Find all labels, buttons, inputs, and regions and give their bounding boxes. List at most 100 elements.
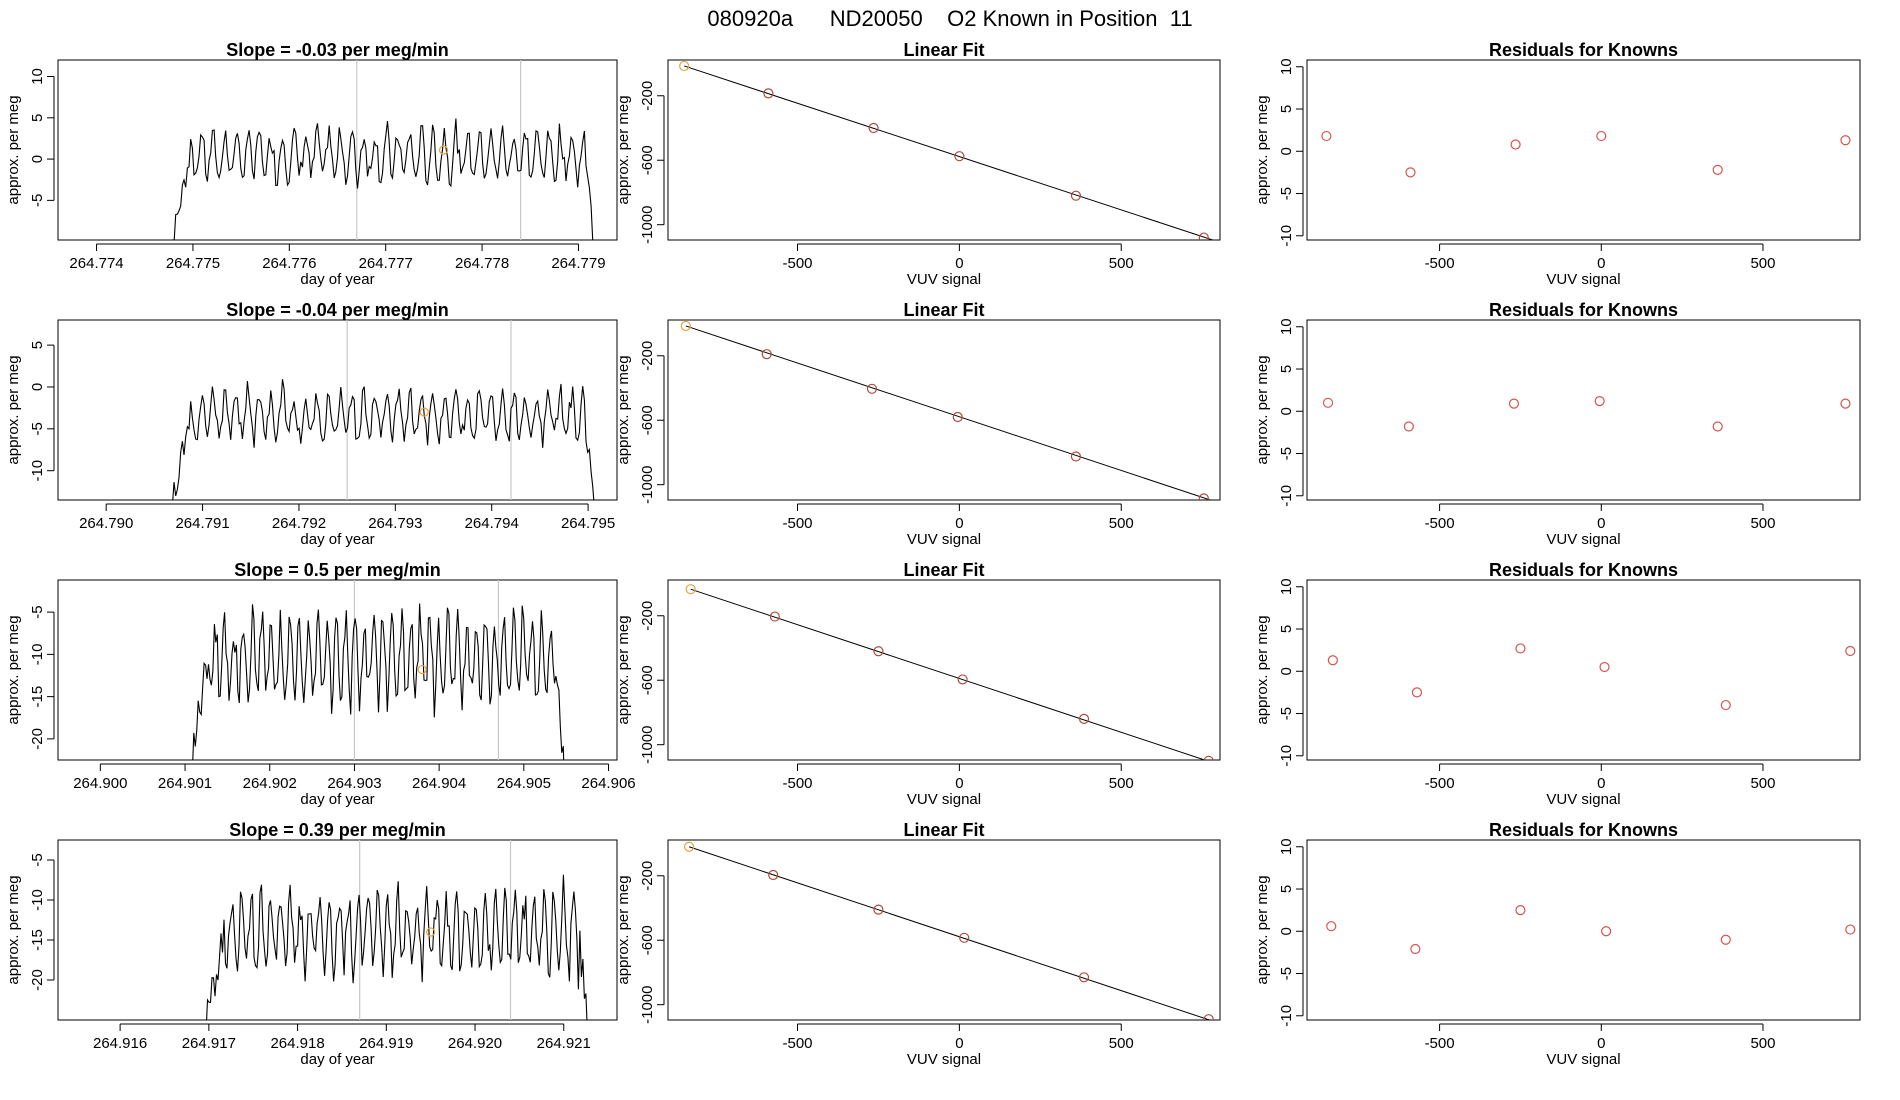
residual-point [1410,943,1421,955]
x-tick-label: 0 [955,255,963,272]
x-axis-label: day of year [300,1051,374,1068]
chart-panel-r0c0: Slope = -0.03 per meg/min 264.774 264.775 2… [5,40,618,288]
y-tick-label: -5 [29,853,46,866]
residual-point [1594,396,1605,407]
x-tick-label: 264.920 [448,1035,502,1052]
y-tick-label: 5 [29,114,46,122]
fit-data-point [957,674,968,685]
y-tick-label: 0 [1278,667,1295,675]
chart-panel-r1c2: Residuals for Knowns -500 0 500 VUV signal -1… [1254,300,1861,548]
y-tick-label: -10 [1278,225,1295,247]
x-axis-label: VUV signal [907,791,981,808]
y-axis-label: approx. per meg [615,875,632,984]
x-tick-label: 264.792 [272,515,326,532]
fit-data-point [866,383,878,394]
residual-point [1403,421,1414,432]
x-axis-label: VUV signal [1546,531,1620,548]
x-tick-label: -500 [782,515,812,532]
known-point-marker [426,927,436,937]
y-tick-label: 0 [1278,147,1295,155]
y-tick-label: -200 [639,341,656,371]
residual-point [1322,397,1334,408]
y-tick-label: -600 [639,925,656,955]
fit-data-point [1203,755,1214,760]
residual-point [1596,130,1607,142]
fit-data-point [768,869,779,881]
y-tick-label: -600 [639,405,656,435]
fit-data-point [868,122,879,134]
residual-point [1845,924,1856,935]
known-point-marker [438,145,449,155]
panel-title: Residuals for Knowns [1489,820,1678,840]
y-tick-label: -5 [1278,187,1295,200]
x-tick-label: 264.793 [368,515,422,532]
residual-point [1327,655,1338,666]
x-tick-label: 264.902 [243,775,297,792]
x-tick-label: 264.776 [262,255,316,272]
fit-data-point [952,411,963,423]
y-axis-label: approx. per meg [1254,615,1271,724]
residual-point [1840,135,1851,146]
fit-data-point [873,646,884,657]
chart-panel-r1c1: Linear Fit -500 0 500 VUV signal -200 -600 -100… [615,300,1221,548]
x-tick-label: 500 [1109,255,1134,272]
y-tick-label: -1000 [639,726,656,764]
x-tick-label: 264.777 [359,255,413,272]
x-tick-label: 264.917 [182,1035,236,1052]
x-tick-label: -500 [782,775,812,792]
y-axis-label: approx. per meg [615,355,632,464]
y-tick-label: -600 [639,145,656,175]
x-tick-label: 500 [1750,515,1775,532]
fit-data-point [954,151,965,162]
y-axis-label: approx. per meg [5,875,22,984]
chart-panels: Slope = -0.03 per meg/min 264.774 264.775 2… [5,40,1861,1068]
y-tick-label: -10 [1278,1005,1295,1027]
data-trace-line [172,379,595,500]
x-axis-label: VUV signal [907,271,981,288]
panel-title: Linear Fit [903,560,984,580]
fit-data-point [761,349,772,360]
y-tick-label: 0 [29,155,46,163]
residual-point [1411,687,1423,698]
page-title: 080920a ND20050 O2 Known in Position 11 [707,6,1192,31]
x-tick-label: 264.774 [69,255,123,272]
y-tick-label: 5 [1278,885,1295,893]
y-tick-label: 5 [29,341,46,349]
x-axis-label: VUV signal [907,531,981,548]
y-axis-label: approx. per meg [1254,875,1271,984]
y-tick-label: 0 [1278,927,1295,935]
plot-area [679,60,1215,240]
residual-point [1508,398,1520,409]
data-trace-line [206,874,588,1020]
y-axis-label: approx. per meg [1254,95,1271,204]
y-axis-label: approx. per meg [615,95,632,204]
y-tick-label: -10 [1278,485,1295,507]
x-tick-label: 264.794 [465,515,519,532]
y-axis-label: approx. per meg [1254,355,1271,464]
y-tick-label: -1000 [639,986,656,1024]
y-tick-label: -200 [639,601,656,631]
x-tick-label: 264.919 [359,1035,413,1052]
panel-title: Linear Fit [903,820,984,840]
residual-point [1712,421,1723,432]
plot-area [1322,396,1851,432]
y-tick-label: -5 [1278,707,1295,720]
chart-panel-r3c1: Linear Fit -500 0 500 VUV signal -200 -600 -100… [615,820,1221,1068]
panel-title: Linear Fit [903,300,984,320]
plot-frame [667,319,1221,501]
fit-data-point [959,932,970,943]
plot-frame [667,579,1221,761]
x-tick-label: 0 [1597,515,1605,532]
y-tick-label: 10 [1278,838,1295,855]
plot-frame [57,319,618,501]
plot-area [1321,130,1851,178]
x-tick-label: 500 [1109,775,1134,792]
x-axis-label: VUV signal [1546,1051,1620,1068]
x-tick-label: 0 [1597,1035,1605,1052]
panel-title: Slope = 0.39 per meg/min [229,820,446,840]
y-tick-label: -5 [29,605,46,618]
fit-line [690,588,1207,760]
panel-title: Residuals for Knowns [1489,40,1678,60]
x-tick-label: 264.901 [158,775,212,792]
x-tick-label: 500 [1750,775,1775,792]
